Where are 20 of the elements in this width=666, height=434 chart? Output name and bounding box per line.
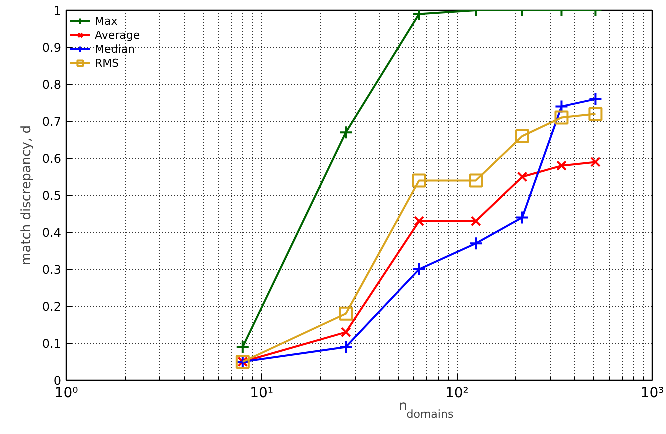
y-tick-label: 0.9 [42, 41, 62, 55]
x-tick-label: 10¹ [250, 386, 274, 402]
y-tick-label: 0.3 [42, 263, 62, 277]
y-tick-label: 0.5 [42, 189, 62, 203]
legend-label: Median [95, 42, 136, 56]
y-tick-label: 0 [54, 374, 62, 388]
y-tick-label: 0.6 [42, 152, 62, 166]
y-tick-label: 0.2 [42, 300, 62, 314]
x-tick-label: 10² [445, 386, 469, 402]
y-tick-label: 0.4 [42, 226, 62, 240]
y-tick-label: 0.7 [42, 115, 62, 129]
y-tick-label: 1 [54, 4, 62, 18]
legend-label: Max [95, 14, 118, 28]
y-tick-label: 0.8 [42, 78, 62, 92]
x-tick-label: 10⁰ [54, 386, 79, 402]
legend-label: RMS [95, 56, 120, 70]
y-axis-title: match discrepancy, d [19, 126, 34, 266]
legend-label: Average [95, 28, 140, 42]
y-tick-label: 0.1 [42, 337, 62, 351]
x-tick-label: 10³ [640, 386, 664, 402]
